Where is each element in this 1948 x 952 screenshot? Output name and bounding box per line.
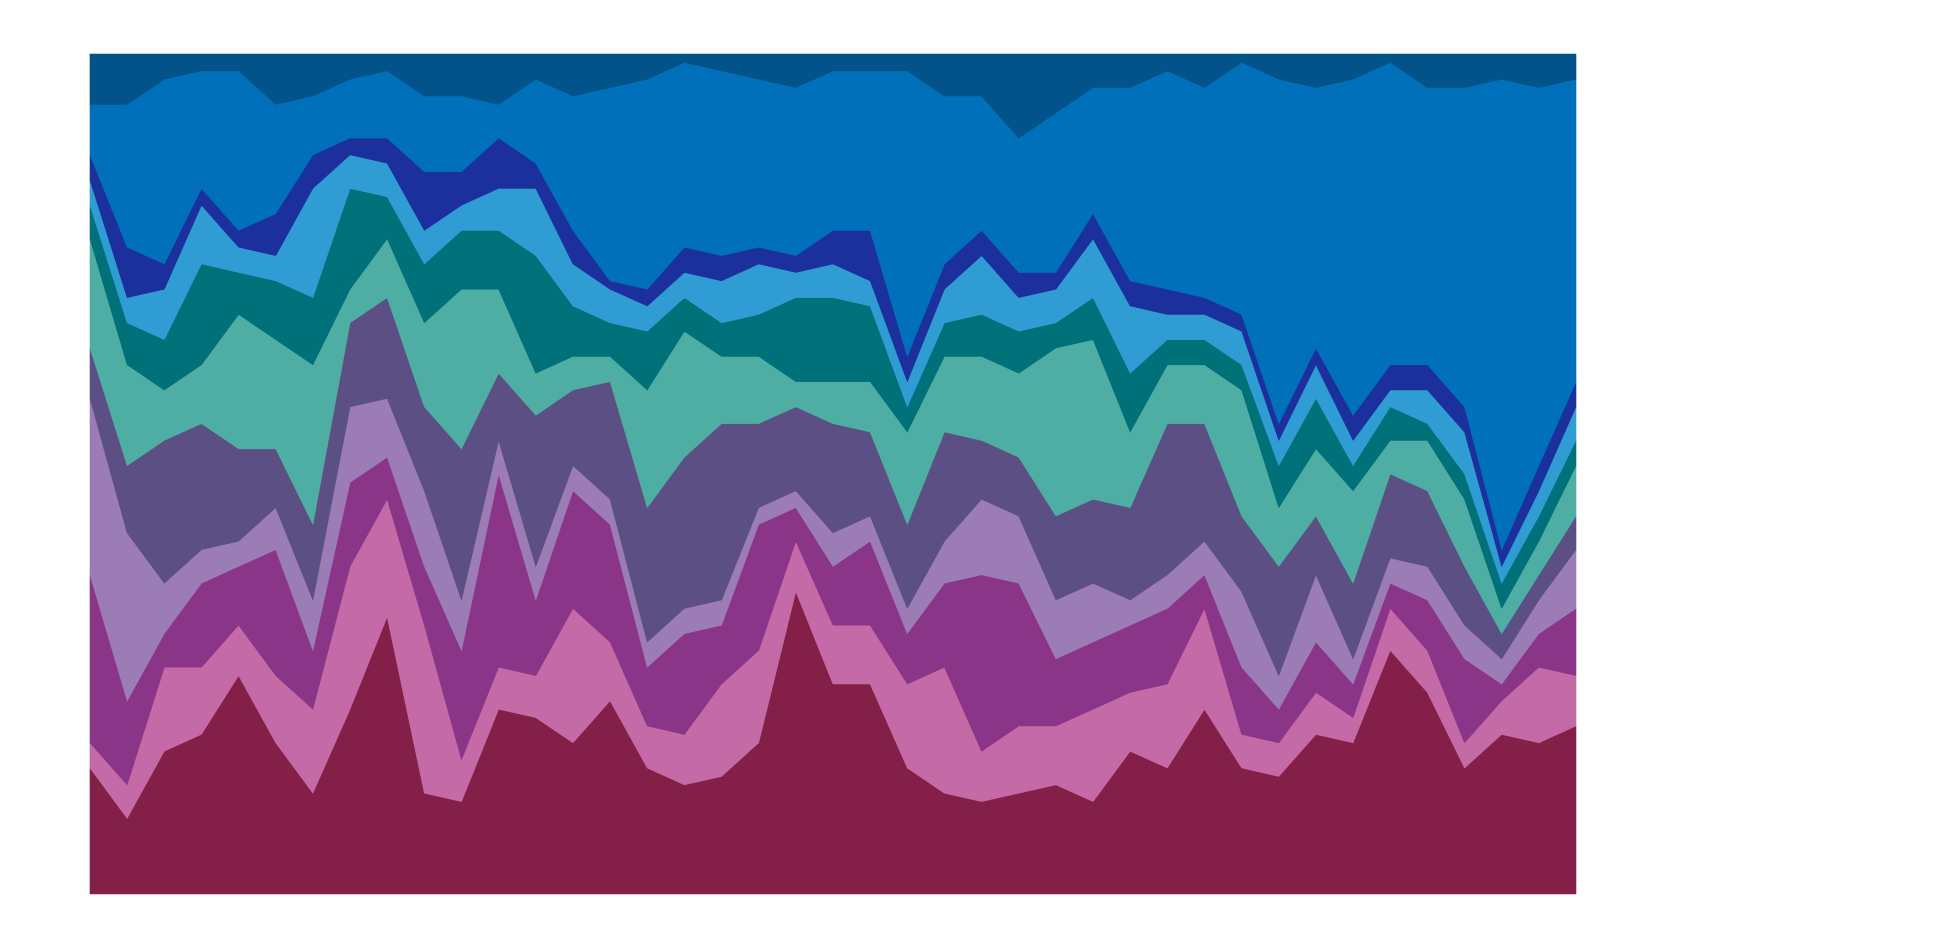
- area: [89, 53, 1577, 139]
